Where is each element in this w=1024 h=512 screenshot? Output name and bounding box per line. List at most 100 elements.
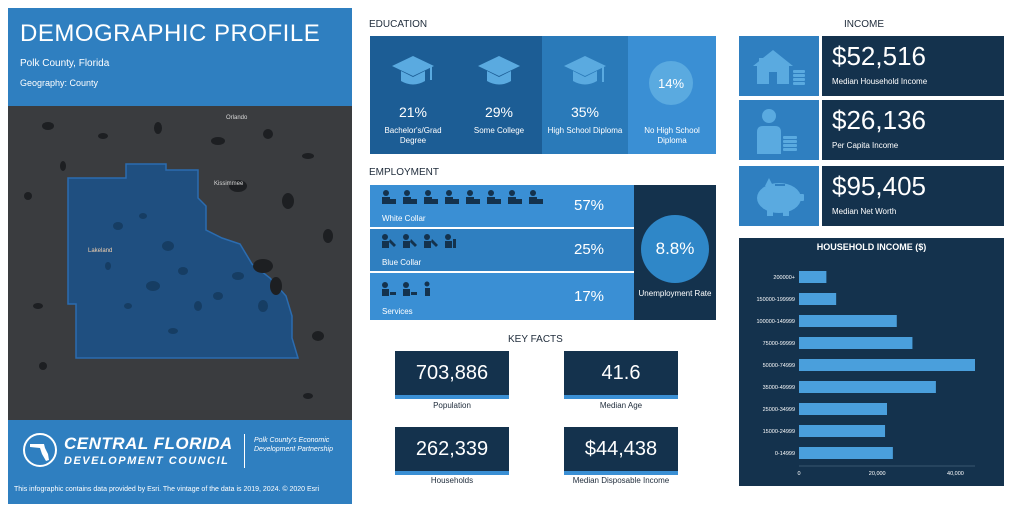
category-label: 50000-74999 [763, 363, 795, 369]
category-label: 75000-99999 [763, 341, 795, 347]
employment-label: Blue Collar [382, 258, 422, 267]
east-lakes [253, 259, 282, 295]
median-net-worth-box: $95,405 Median Net Worth [822, 166, 1004, 226]
employment-services-row: Services 17% [370, 273, 634, 320]
median-net-worth-icon-box [739, 166, 819, 226]
bar [799, 447, 893, 459]
category-label: 35000-49999 [763, 385, 795, 391]
per-capita-income-value: $26,136 [832, 105, 926, 135]
education-bachelors-tile: 21% Bachelor's/Grad Degree [370, 36, 456, 154]
source-note: This infographic contains data provided … [14, 486, 320, 493]
florida-logo-icon [23, 433, 57, 467]
category-label: 25000-34999 [763, 407, 795, 413]
service-worker-icon [382, 281, 430, 296]
employment-label: White Collar [382, 214, 426, 223]
per-capita-income-icon-box [739, 100, 819, 160]
office-worker-icon [382, 190, 543, 204]
employment-label: Services [382, 307, 413, 316]
category-label: 200000+ [773, 275, 795, 281]
bar [799, 403, 887, 415]
bar [799, 425, 886, 437]
house-coins-icon [753, 50, 805, 85]
bar [799, 271, 827, 283]
x-tick-label: 0 [797, 471, 800, 477]
key-facts-heading: KEY FACTS [508, 334, 563, 345]
county-lakes [105, 213, 268, 334]
education-label: High School Diploma [547, 126, 623, 135]
footer-divider [244, 434, 245, 468]
median-net-worth-value: $95,405 [832, 171, 926, 201]
manual-worker-icon [382, 234, 456, 248]
graduation-cap-icon [478, 56, 520, 85]
fact-stripe [395, 395, 509, 399]
employment-pct: 25% [574, 241, 605, 258]
education-pct: 35% [570, 104, 600, 120]
employment-pct: 17% [574, 288, 605, 305]
piggy-bank-icon [757, 178, 804, 216]
map-label-orlando: Orlando [226, 115, 248, 121]
map-canvas: Orlando Kissimmee Lakeland [24, 115, 333, 399]
per-capita-income-box: $26,136 Per Capita Income [822, 100, 1004, 160]
education-some-college-tile: 29% Some College [456, 36, 542, 154]
x-tick-label: 20,000 [869, 471, 886, 477]
graduation-cap-icon [392, 56, 434, 85]
header-panel: DEMOGRAPHIC PROFILE Polk County, Florida… [8, 8, 352, 106]
disposable-income-value: $44,438 [564, 427, 678, 471]
fact-stripe [564, 471, 678, 475]
median-household-income-box: $52,516 Median Household Income [822, 36, 1004, 96]
population-value: 703,886 [395, 351, 509, 395]
education-pct: 29% [484, 104, 514, 120]
geography-label: Geography: County [20, 78, 99, 88]
education-label: Some College [473, 126, 525, 135]
county-map[interactable]: Orlando Kissimmee Lakeland [8, 106, 352, 420]
households-value: 262,339 [395, 427, 509, 471]
footer-panel: CENTRAL FLORIDA DEVELOPMENT COUNCIL Polk… [8, 420, 352, 504]
education-no-diploma-tile: 14% No High School Diploma [628, 36, 716, 154]
median-household-income-label: Median Household Income [832, 77, 928, 86]
unemployment-rate-label: Unemployment Rate [638, 289, 712, 298]
median-age-value: 41.6 [564, 351, 678, 395]
education-pct: 21% [398, 104, 428, 120]
category-label: 0-14999 [775, 451, 795, 457]
category-label: 150000-199999 [756, 297, 795, 303]
employment-white-collar-row: White Collar 57% [370, 185, 634, 227]
bar [799, 359, 975, 371]
household-income-chart: HOUSEHOLD INCOME ($) 200000+ 150000-19999… [739, 238, 1004, 486]
unemployment-rate-value: 8.8% [641, 215, 709, 283]
education-high-school-tile: 35% High School Diploma [542, 36, 628, 154]
fact-stripe [564, 395, 678, 399]
partner-text: Polk County's Economic Development Partn… [254, 437, 333, 453]
polk-county-shape[interactable] [67, 163, 300, 359]
income-heading: INCOME [844, 19, 884, 30]
graduate-tassel-cap-icon [564, 56, 606, 85]
bar [799, 337, 913, 349]
median-age-label: Median Age [599, 401, 643, 410]
households-label: Households [430, 476, 474, 485]
org-subtitle: DEVELOPMENT COUNCIL [64, 455, 230, 467]
fact-stripe [395, 471, 509, 475]
map-label-kissimmee: Kissimmee [214, 181, 244, 187]
employment-blue-collar-row: Blue Collar 25% [370, 229, 634, 271]
employment-pct: 57% [574, 197, 605, 214]
x-tick-label: 40,000 [947, 471, 964, 477]
household-income-plot: 200000+ 150000-199999 100000-149999 75000-9… [756, 271, 975, 477]
chart-title: HOUSEHOLD INCOME ($) [816, 242, 927, 252]
county-name: Polk County, Florida [20, 58, 110, 69]
education-label: No High School Diploma [644, 126, 700, 145]
education-label: Bachelor's/Grad Degree [384, 126, 442, 145]
page-title: DEMOGRAPHIC PROFILE [20, 20, 321, 47]
person-coins-icon [757, 109, 797, 154]
employment-heading: EMPLOYMENT [369, 167, 440, 178]
education-heading: EDUCATION [369, 19, 428, 30]
bar [799, 315, 897, 327]
disposable-income-label: Median Disposable Income [572, 476, 670, 485]
no-diploma-badge: 14% [649, 61, 693, 105]
org-name: CENTRAL FLORIDA [64, 434, 233, 453]
map-label-lakeland: Lakeland [88, 248, 112, 254]
population-label: Population [433, 401, 471, 410]
median-household-income-value: $52,516 [832, 41, 926, 71]
median-net-worth-label: Median Net Worth [832, 207, 897, 216]
bar [799, 293, 837, 305]
median-household-income-icon-box [739, 36, 819, 96]
per-capita-income-label: Per Capita Income [832, 141, 899, 150]
